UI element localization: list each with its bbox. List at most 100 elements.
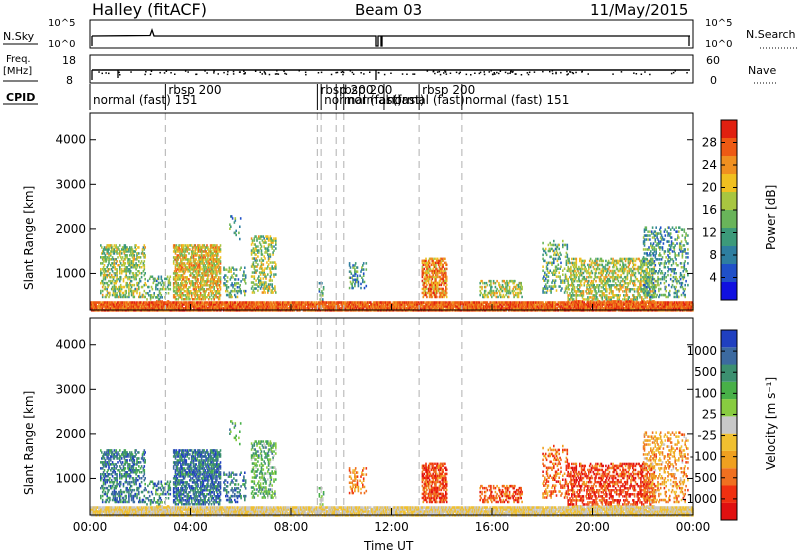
power-cell [273,307,275,310]
power-cell [416,301,419,304]
power-cell [214,305,217,308]
power-cell [150,307,152,310]
power-cell [219,248,222,251]
power-cell [328,301,331,304]
power-cell [440,305,442,308]
power-cell [122,303,124,306]
power-cell [159,303,161,306]
power-cell [174,303,176,306]
nave-point [330,73,333,76]
power-cell [221,305,223,308]
power-cell [291,303,294,306]
power-cell [238,305,240,308]
power-cell [282,307,284,310]
power-cell [391,303,394,306]
freq-panel-frame [89,54,694,84]
power-cell [125,289,127,293]
power-cell [167,287,170,291]
power-cell [452,303,455,306]
nave-point [549,70,551,73]
power-cell [267,307,270,310]
power-cell [132,272,135,275]
power-cell [446,305,448,308]
power-cell [330,307,333,310]
power-cell [431,301,434,304]
power-cell [229,307,231,310]
power-cell [323,303,325,306]
power-cell [165,303,167,306]
power-cell [199,307,202,310]
power-cell [108,303,111,306]
power-cell [396,305,399,308]
power-cell [247,301,249,304]
power-cell [336,303,339,306]
power-cell [175,305,177,308]
power-cell [169,305,171,308]
power-cell [349,305,351,308]
power-cell [442,305,445,308]
power-cell [416,307,419,310]
power-cell [241,301,244,304]
power-cell [117,301,120,304]
power-cell [132,301,134,304]
nave-point [145,71,147,73]
power-cell [436,303,438,306]
power-cell [224,305,227,308]
nave-point [149,73,152,75]
power-cell [294,303,297,306]
power-cell [110,305,113,308]
power-cell [282,303,285,306]
power-cell [326,307,328,310]
power-cell [441,303,444,306]
power-cell [373,307,376,310]
power-cell [239,301,241,304]
power-cell [396,301,398,304]
power-cell [214,303,217,306]
power-cell [105,303,107,306]
power-cell [406,301,409,304]
power-cell [417,305,420,308]
nave-point [369,71,371,73]
power-cell [217,307,219,310]
power-cell [119,303,122,306]
nave-point [443,72,445,74]
power-cell [257,307,260,310]
power-cell [270,301,272,304]
beam-title: Beam 03 [355,1,422,19]
power-cell [301,301,304,304]
power-cell [450,307,453,310]
power-cell [259,303,262,306]
nave-point [455,71,458,74]
power-cell [98,303,100,306]
power-cell [92,307,95,310]
power-cell [112,307,114,310]
power-cell [293,305,296,308]
power-cell [447,305,449,308]
nave-point [493,72,495,74]
power-cell [276,307,279,310]
power-cell [306,301,308,304]
power-cell [92,301,95,304]
power-cell [120,307,123,310]
power-cell [252,307,254,310]
power-cell [255,287,257,290]
power-cell [125,301,127,304]
power-cell [415,303,418,306]
power-cell [228,305,230,308]
power-cell [320,303,323,306]
power-cell [196,290,198,293]
power-cell [134,307,136,310]
power-cell [277,301,280,304]
power-cell [389,301,392,304]
nave-point [274,73,277,75]
power-cell [161,303,164,306]
power-cell [149,303,151,306]
power-cell [287,303,289,306]
nave-point [226,73,229,76]
power-cell [451,305,454,308]
power-cell [226,303,228,306]
power-cell [204,307,207,310]
power-cell [376,301,378,304]
power-cell [315,303,317,306]
power-cell [419,305,421,308]
